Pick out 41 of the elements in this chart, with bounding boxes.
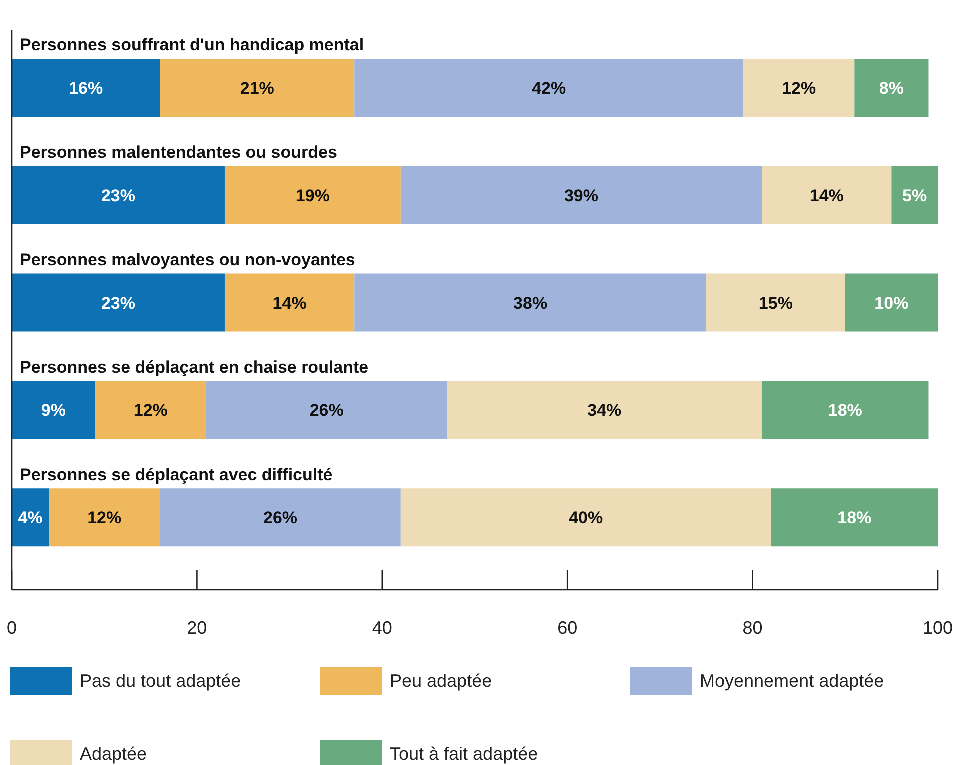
x-tick-label: 20: [187, 618, 208, 638]
y-tick-label: Personnes malentendantes ou sourdes: [20, 143, 338, 162]
data-label: 38%: [514, 294, 548, 313]
data-label: 5%: [902, 186, 928, 206]
data-label: 4%: [18, 508, 43, 528]
data-label: 34%: [588, 401, 622, 420]
data-label: 12%: [782, 79, 816, 98]
x-tick-label: 60: [558, 618, 578, 638]
data-label: 39%: [564, 186, 599, 206]
data-label: 14%: [810, 186, 844, 206]
y-tick-label: Personnes malvoyantes ou non-voyantes: [20, 250, 356, 270]
data-label: 8%: [879, 79, 904, 98]
legend-label: Peu adaptée: [390, 670, 492, 690]
data-label: 40%: [569, 508, 604, 528]
y-tick-label: Personnes se déplaçant avec difficulté: [20, 465, 333, 484]
x-tick-label: 40: [372, 618, 392, 638]
legend-label: Moyennement adaptée: [700, 670, 884, 690]
data-label: 18%: [838, 508, 872, 528]
data-label: 42%: [532, 79, 566, 98]
legend-label: Pas du tout adaptée: [80, 670, 242, 690]
data-label: 23%: [101, 294, 136, 313]
data-label: 12%: [134, 401, 168, 420]
x-tick-label: 100: [922, 618, 954, 638]
x-tick-label: 0: [6, 618, 18, 638]
data-label: 16%: [69, 79, 104, 98]
data-label: 10%: [874, 294, 909, 313]
data-label: 21%: [240, 79, 274, 98]
data-label: 26%: [310, 401, 344, 420]
data-label: 12%: [88, 508, 122, 528]
data-label: 9%: [41, 401, 66, 420]
legend-label: Adaptée: [80, 744, 148, 764]
data-label: 26%: [264, 508, 298, 528]
legend-label: Tout à fait adaptée: [390, 744, 538, 764]
x-tick-label: 80: [742, 618, 763, 638]
data-label: 23%: [101, 186, 136, 206]
data-label: 19%: [296, 186, 330, 206]
data-label: 14%: [272, 294, 307, 313]
y-tick-label: Personnes souffrant d'un handicap mental: [20, 36, 364, 55]
data-label: 18%: [828, 401, 862, 420]
data-label: 15%: [758, 294, 793, 313]
y-tick-label: Personnes se déplaçant en chaise roulante: [20, 358, 369, 377]
